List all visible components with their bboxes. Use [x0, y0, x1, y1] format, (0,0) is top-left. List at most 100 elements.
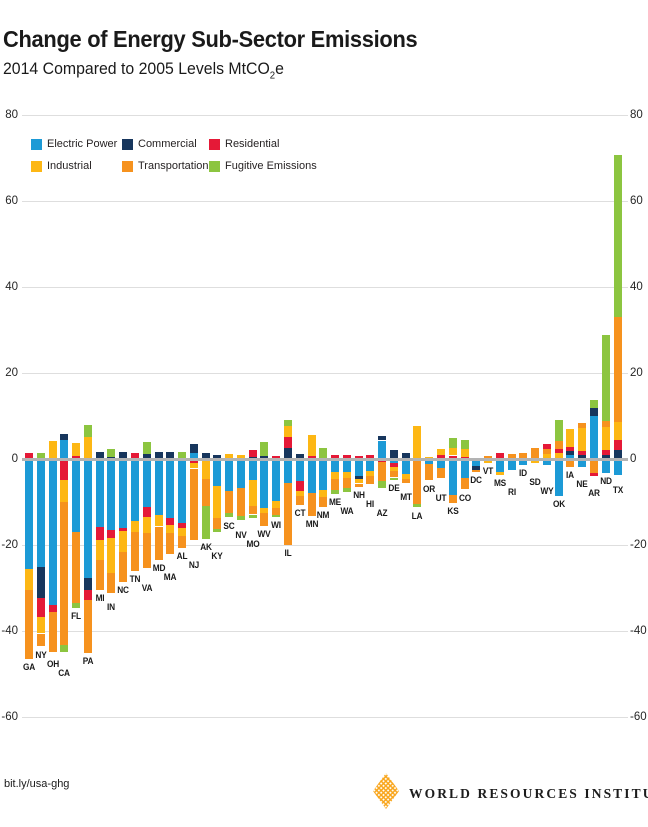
state-label-CO: CO — [458, 492, 471, 503]
bar-HI-trans — [366, 475, 375, 484]
bar-DE-ep — [389, 459, 398, 464]
bar-AR-res — [590, 472, 598, 477]
bar-MT-ep — [401, 459, 410, 474]
bar-AL-trans — [178, 536, 186, 548]
bar-MS-res — [495, 453, 504, 459]
state-label-AL: AL — [176, 551, 188, 561]
bar-MO-comm — [248, 456, 257, 459]
bar-WY-res — [542, 444, 551, 450]
legend-item-fug: Fugitive Emissions — [209, 160, 317, 172]
bar-GA-ind — [25, 568, 33, 591]
bar-RI-ep — [507, 459, 516, 471]
bar-MA-ind — [166, 525, 175, 534]
bar-TX-ind — [613, 421, 622, 441]
bar-IA-ind — [566, 428, 575, 447]
page-subtitle: 2014 Compared to 2005 Levels MtCO2e — [3, 60, 284, 82]
bar-ND-ind — [601, 426, 610, 450]
bar-HI-ind — [366, 470, 375, 476]
bar-VA-ind — [142, 516, 151, 534]
legend-swatch-comm — [122, 138, 133, 150]
bar-CO-res — [460, 456, 469, 459]
bar-KS-trans — [448, 494, 457, 503]
bar-VA-trans — [142, 533, 151, 569]
bar-FL-fug — [72, 603, 81, 609]
bar-TN-ep — [130, 459, 139, 522]
bar-ME-fug — [331, 490, 339, 494]
state-label-MA: MA — [163, 572, 177, 582]
bar-NH-ep — [354, 459, 363, 476]
bar-NM-ind — [319, 489, 328, 497]
axis-tick-left-40: 40 — [5, 281, 18, 293]
legend-label: Industrial — [47, 160, 92, 172]
bar-IL-ep — [283, 459, 292, 484]
bar-WY-ind — [542, 453, 551, 459]
bar-DC-trans — [472, 469, 481, 473]
legend-item-trans: Transportation — [122, 160, 209, 172]
bar-VA-ep — [142, 459, 151, 507]
bar-AK-ind — [201, 459, 210, 480]
source-link[interactable]: bit.ly/usa-ghg — [4, 778, 70, 790]
bar-MI-ep — [95, 459, 104, 527]
state-label-NJ: NJ — [188, 560, 199, 570]
legend-swatch-ind — [31, 160, 42, 172]
gridline-80 — [22, 115, 628, 116]
bar-CA-ep — [60, 440, 69, 459]
bar-MD-ep — [154, 459, 163, 515]
state-label-UT: UT — [435, 492, 447, 503]
state-label-CT: CT — [294, 507, 306, 518]
bar-CA-res — [60, 459, 69, 481]
bar-AK-fug — [201, 505, 210, 540]
bar-PA-trans — [83, 600, 92, 654]
bar-MA-res — [166, 518, 175, 526]
bar-MI-trans — [95, 560, 104, 591]
bar-KS-ind — [448, 447, 457, 456]
bar-CA-comm — [60, 434, 69, 441]
bar-DE-fug — [389, 477, 398, 480]
bar-IL-res — [283, 437, 292, 448]
bar-DC-ep — [472, 459, 481, 467]
bar-WA-res — [342, 454, 351, 459]
bar-ND-fug — [601, 335, 610, 421]
bar-DC-comm — [472, 466, 481, 470]
bar-AL-res — [178, 523, 186, 529]
bar-AR-ep — [590, 416, 598, 459]
state-label-KS: KS — [447, 505, 459, 516]
bar-WI-res — [272, 455, 281, 459]
gridline-20 — [22, 373, 628, 374]
state-label-LA: LA — [412, 510, 423, 521]
state-label-DE: DE — [388, 482, 400, 493]
wri-logo: WORLD RESOURCES INSTITUTE — [372, 772, 648, 815]
bar-KS-ep — [448, 459, 457, 495]
bar-OR-ep — [425, 459, 434, 465]
state-label-NM: NM — [317, 510, 330, 521]
bar-NE-res — [578, 451, 587, 455]
bar-CT-trans — [295, 496, 304, 505]
state-label-IL: IL — [284, 547, 292, 558]
bar-DE-ind — [389, 466, 398, 471]
bar-NH-ind — [354, 479, 363, 484]
bar-FL-ind — [72, 442, 81, 456]
bar-WY-trans — [542, 449, 551, 454]
legend-item-ep: Electric Power — [31, 138, 122, 150]
state-label-DC: DC — [470, 475, 483, 486]
state-label-AZ: AZ — [376, 507, 388, 518]
bar-ME-ind — [331, 471, 339, 479]
state-label-AR: AR — [588, 487, 600, 498]
bar-IL-comm — [283, 447, 292, 459]
axis-tick-left-20: 20 — [5, 367, 18, 379]
bar-OR-ind — [425, 456, 434, 459]
bar-MO-ep — [248, 459, 257, 480]
legend-item-ind: Industrial — [31, 160, 122, 172]
axis-tick-right--40: -40 — [630, 625, 647, 637]
bar-NJ-ep — [189, 452, 198, 459]
state-label-ME: ME — [328, 496, 342, 507]
bar-WA-ind — [342, 472, 351, 479]
state-label-MN: MN — [305, 519, 318, 530]
state-label-PA: PA — [82, 656, 94, 667]
bar-TN-ind — [130, 521, 139, 533]
bar-CO-fug — [460, 439, 469, 450]
bar-WI-fug — [272, 514, 281, 517]
legend-label: Fugitive Emissions — [225, 160, 317, 172]
bar-UT-ind — [436, 449, 445, 455]
bar-OH-trans — [48, 611, 57, 653]
